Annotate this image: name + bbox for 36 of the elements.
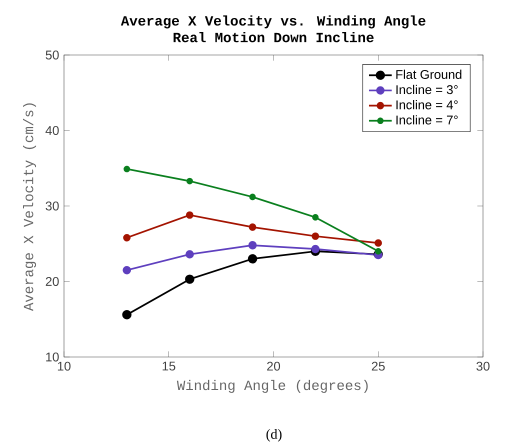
legend-label: Incline = 7°: [396, 115, 458, 124]
chart-title: Average X Velocity vs. Winding Angle: [120, 15, 426, 28]
point: [248, 223, 256, 231]
point: [185, 274, 194, 284]
legend-label: Incline = 3°: [396, 84, 458, 94]
point: [248, 254, 258, 264]
x-tick-label: 25: [372, 362, 385, 371]
y-tick-label: 30: [46, 202, 59, 210]
point: [122, 266, 132, 274]
point: [312, 214, 319, 221]
point: [374, 248, 382, 255]
point: [186, 211, 194, 219]
y-tick-label: 40: [45, 126, 59, 135]
point: [249, 194, 256, 200]
chart-subtitle: Real Motion Down Incline: [174, 32, 374, 42]
point: [248, 241, 257, 250]
point: [122, 310, 132, 320]
y-tick-label: 10: [46, 352, 59, 362]
x-axis-title: Winding Angle (degrees): [176, 380, 368, 393]
x-tick-label: 10: [58, 362, 71, 371]
text: (d): [266, 428, 282, 442]
point: [124, 166, 130, 172]
y-tick-label: 50: [46, 50, 59, 60]
legend-label: Flat Ground: [396, 70, 462, 79]
point: [186, 178, 193, 184]
x-tick-label: 30: [476, 362, 490, 371]
legend-label: Incline = 4°: [396, 100, 458, 110]
point: [186, 250, 194, 259]
x-tick-label: 20: [267, 362, 280, 371]
point: [123, 234, 131, 242]
y-tick-label: 20: [46, 277, 59, 286]
x-tick-label: 15: [162, 362, 176, 371]
point: [311, 244, 320, 254]
point: [374, 239, 382, 247]
point: [312, 232, 320, 240]
y-axis-title: Average X Velocity (cm/s): [23, 103, 36, 312]
